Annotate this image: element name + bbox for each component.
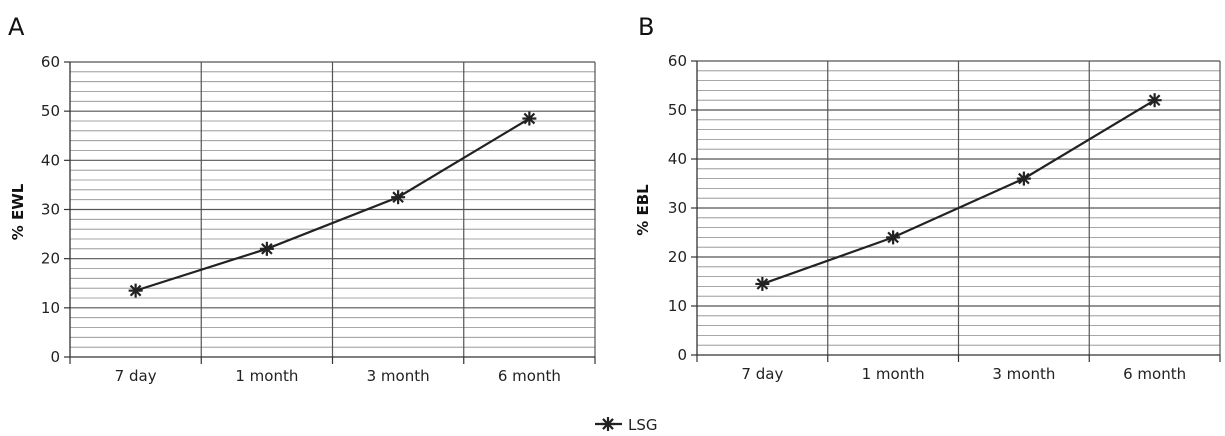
data-point (1147, 93, 1162, 108)
y-tick-label: 30 (41, 201, 60, 219)
y-tick-label: 10 (41, 299, 60, 317)
series-a (128, 111, 537, 298)
data-point (128, 283, 143, 298)
y-tick-label: 0 (50, 348, 60, 366)
y-tick-label: 60 (668, 52, 687, 70)
y-tick-label: 20 (41, 250, 60, 268)
data-point (522, 111, 537, 126)
x-tick-label: 3 month (992, 365, 1055, 383)
chart-panel-b: B % EBL 0 10 20 30 40 50 60 7 day 1 month 3 mont… (634, 13, 1221, 383)
x-tick-label: 7 day (741, 365, 783, 383)
y-tick-label: 50 (41, 102, 60, 120)
y-tick-label: 10 (668, 297, 687, 315)
grid-b (697, 60, 1221, 355)
panel-label-a: A (8, 13, 25, 41)
y-tick-label: 60 (41, 53, 60, 71)
x-ticks-a: 7 day 1 month 3 month 6 month (115, 367, 561, 385)
y-tick-label: 40 (668, 150, 687, 168)
legend-star (601, 417, 615, 431)
y-axis-label-b: % EBL (634, 184, 652, 236)
data-point (1016, 171, 1031, 186)
data-point (886, 230, 901, 245)
x-tick-label: 7 day (115, 367, 157, 385)
grid-a (70, 61, 596, 357)
data-point (391, 190, 406, 205)
x-ticks-b: 7 day 1 month 3 month 6 month (741, 365, 1186, 383)
data-point (259, 241, 274, 256)
x-tick-label: 6 month (498, 367, 561, 385)
legend-asterisk-icon (595, 417, 622, 431)
series-b (755, 93, 1162, 291)
legend-entry-lsg: LSG (628, 416, 658, 434)
x-tick-label: 3 month (367, 367, 430, 385)
series-line (762, 99, 1156, 285)
x-tick-label: 1 month (235, 367, 298, 385)
y-tick-label: 30 (668, 199, 687, 217)
y-ticks-b: 0 10 20 30 40 50 60 (668, 52, 697, 364)
y-ticks-a: 0 10 20 30 40 50 60 (41, 53, 70, 366)
data-point (755, 276, 770, 291)
y-tick-label: 0 (677, 346, 687, 364)
y-tick-label: 20 (668, 248, 687, 266)
y-axis-label-a: % EWL (9, 183, 27, 240)
panel-label-b: B (638, 13, 654, 41)
chart-panel-a: A % EWL 0 10 20 30 40 50 60 7 day 1 month 3 mont… (8, 13, 596, 385)
series-line (135, 117, 530, 292)
y-tick-label: 40 (41, 151, 60, 169)
x-tick-label: 1 month (862, 365, 925, 383)
legend: LSG (595, 416, 658, 434)
x-tick-label: 6 month (1123, 365, 1186, 383)
y-tick-label: 50 (668, 101, 687, 119)
